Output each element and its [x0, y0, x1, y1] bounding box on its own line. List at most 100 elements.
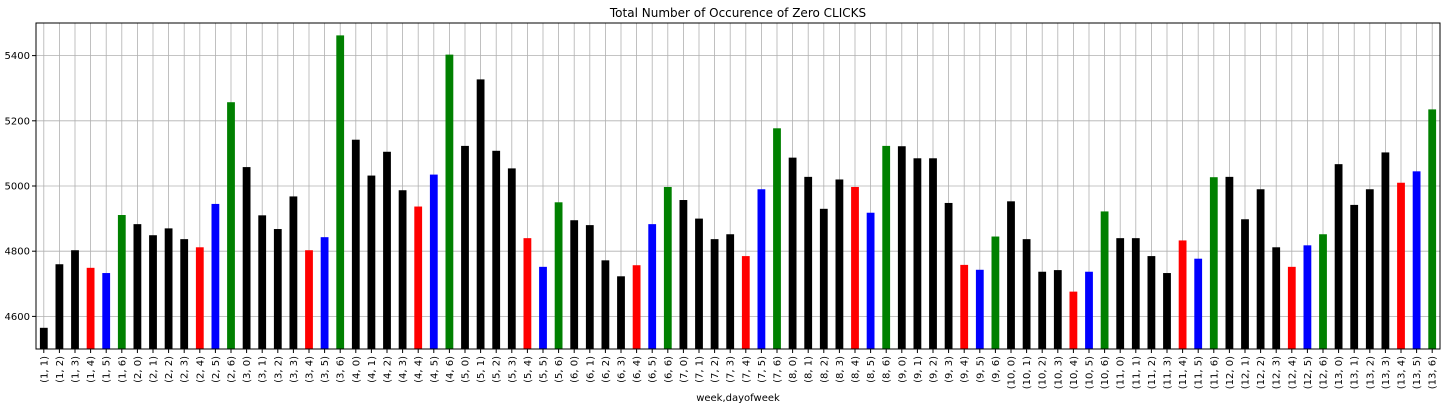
x-tick-label: (10, 1)	[1022, 356, 1033, 389]
x-tick-label: (9, 2)	[929, 356, 940, 383]
bar	[305, 250, 313, 349]
x-tick-label: (4, 6)	[445, 356, 456, 383]
x-tick-label: (2, 0)	[133, 356, 144, 383]
bar	[1241, 219, 1249, 349]
bar	[617, 276, 625, 349]
bar	[1303, 245, 1312, 349]
bar	[1350, 204, 1359, 349]
bar	[773, 128, 781, 349]
bar	[211, 203, 220, 349]
x-tick-label: (2, 6)	[227, 356, 238, 383]
bar	[242, 167, 251, 349]
x-tick-label: (11, 2)	[1147, 356, 1158, 389]
x-tick-label: (13, 4)	[1397, 356, 1408, 389]
y-tick-label: 5000	[5, 182, 30, 193]
x-tick-label: (10, 0)	[1007, 356, 1018, 389]
bar	[913, 158, 922, 349]
x-tick-label: (10, 5)	[1085, 356, 1096, 389]
bar	[133, 224, 142, 349]
x-tick-label: (6, 5)	[648, 356, 659, 383]
bar	[897, 146, 906, 349]
x-tick-label: (9, 5)	[975, 356, 986, 383]
x-tick-label: (11, 0)	[1116, 356, 1127, 389]
bar	[149, 235, 157, 349]
bar	[960, 264, 969, 349]
bar	[1334, 164, 1343, 349]
x-tick-label: (3, 5)	[320, 356, 331, 383]
bar	[1209, 177, 1218, 349]
x-tick-label: (10, 4)	[1069, 356, 1080, 389]
x-tick-label: (4, 0)	[351, 356, 362, 383]
x-tick-label: (8, 0)	[788, 356, 799, 383]
x-tick-label: (9, 4)	[960, 356, 971, 383]
x-tick-label: (5, 5)	[539, 356, 550, 383]
x-tick-label: (5, 6)	[554, 356, 565, 383]
bar	[227, 102, 235, 349]
bar	[882, 145, 891, 349]
bar	[523, 238, 532, 349]
bar	[164, 228, 173, 349]
x-tick-label: (3, 2)	[273, 356, 284, 383]
x-tick-label: (4, 2)	[383, 356, 394, 383]
bar	[975, 269, 984, 349]
x-tick-label: (6, 6)	[663, 356, 674, 383]
x-tick-label: (3, 3)	[289, 356, 300, 383]
x-tick-label: (12, 3)	[1272, 356, 1283, 389]
x-tick-label: (11, 6)	[1209, 356, 1220, 389]
bar	[1287, 266, 1296, 349]
bar	[679, 200, 688, 349]
bar	[1365, 189, 1374, 349]
x-tick-label: (6, 4)	[632, 356, 643, 383]
bar	[1069, 291, 1078, 349]
x-tick-label: (2, 1)	[149, 356, 160, 383]
bar	[741, 256, 750, 349]
bar	[336, 35, 345, 349]
bar	[710, 239, 719, 349]
x-tick-label: (1, 2)	[55, 356, 66, 383]
y-tick-label: 4800	[5, 247, 30, 258]
bar	[695, 218, 703, 349]
bar	[570, 220, 579, 349]
bar	[944, 202, 953, 349]
x-tick-label: (4, 5)	[429, 356, 440, 383]
x-tick-label: (12, 4)	[1287, 356, 1298, 389]
x-tick-label: (9, 3)	[944, 356, 955, 383]
x-tick-label: (12, 0)	[1225, 356, 1236, 389]
bar	[585, 225, 594, 349]
x-tick-label: (2, 5)	[211, 356, 222, 383]
x-tick-label: (9, 0)	[897, 356, 908, 383]
bar	[367, 175, 376, 349]
y-tick-label: 5200	[5, 116, 30, 127]
bar	[1319, 234, 1327, 349]
bar	[476, 79, 485, 349]
x-tick-label: (13, 2)	[1365, 356, 1376, 389]
bar	[929, 158, 937, 349]
x-tick-label: (13, 6)	[1428, 356, 1439, 389]
x-tick-label: (11, 4)	[1178, 356, 1189, 389]
bar	[632, 265, 641, 349]
x-tick-label: (3, 1)	[258, 356, 269, 383]
x-tick-label: (6, 0)	[570, 356, 581, 383]
bar	[461, 145, 469, 349]
x-tick-label: (9, 6)	[991, 356, 1002, 383]
bar	[554, 202, 563, 349]
bar	[492, 150, 501, 349]
bar	[788, 157, 797, 349]
x-tick-label: (10, 3)	[1053, 356, 1064, 389]
bar	[835, 179, 844, 349]
bar	[273, 229, 282, 349]
bar	[71, 250, 79, 349]
x-tick-label: (8, 4)	[851, 356, 862, 383]
bar	[429, 174, 438, 349]
x-tick-label: (5, 2)	[492, 356, 503, 383]
x-tick-label: (7, 5)	[757, 356, 768, 383]
bar	[320, 237, 329, 349]
bar	[1147, 256, 1156, 349]
bar	[180, 239, 189, 349]
bar	[86, 267, 95, 349]
bar	[1022, 239, 1031, 349]
bar	[804, 176, 813, 349]
x-tick-label: (13, 1)	[1350, 356, 1361, 389]
x-tick-label: (1, 4)	[86, 356, 97, 383]
